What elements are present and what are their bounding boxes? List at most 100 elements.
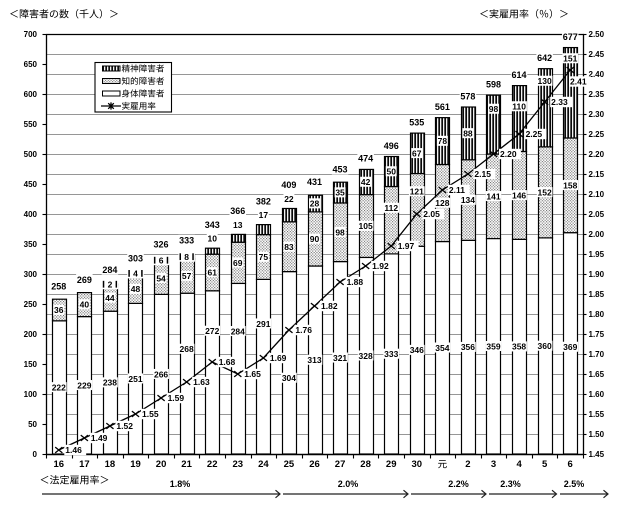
- svg-text:17: 17: [259, 210, 269, 220]
- svg-text:1.65: 1.65: [589, 370, 605, 379]
- svg-text:25: 25: [284, 459, 295, 470]
- svg-text:2.35: 2.35: [589, 90, 605, 99]
- svg-text:2.25: 2.25: [526, 129, 543, 139]
- svg-text:151: 151: [563, 54, 577, 64]
- svg-text:3: 3: [491, 459, 496, 470]
- svg-text:2.11: 2.11: [449, 185, 465, 195]
- svg-text:28: 28: [310, 199, 320, 209]
- svg-text:1.76: 1.76: [295, 325, 312, 335]
- svg-text:24: 24: [258, 459, 269, 470]
- svg-text:1.50: 1.50: [589, 430, 605, 439]
- svg-text:500: 500: [24, 150, 38, 159]
- svg-text:1.95: 1.95: [589, 250, 605, 259]
- svg-text:121: 121: [410, 187, 424, 197]
- svg-text:44: 44: [105, 293, 115, 303]
- svg-text:358: 358: [512, 342, 526, 352]
- svg-text:150: 150: [24, 360, 38, 369]
- svg-text:496: 496: [384, 141, 399, 151]
- svg-text:677: 677: [563, 32, 578, 42]
- svg-text:67: 67: [412, 148, 422, 158]
- svg-text:19: 19: [130, 459, 141, 470]
- svg-text:42: 42: [361, 177, 371, 187]
- svg-text:346: 346: [410, 345, 424, 355]
- svg-text:90: 90: [310, 234, 320, 244]
- svg-text:304: 304: [282, 373, 296, 383]
- svg-text:27: 27: [335, 459, 346, 470]
- svg-text:343: 343: [205, 220, 220, 230]
- svg-text:2.30: 2.30: [589, 110, 605, 119]
- svg-text:359: 359: [486, 341, 500, 351]
- svg-text:5: 5: [542, 459, 548, 470]
- svg-text:29: 29: [386, 459, 397, 470]
- svg-text:36: 36: [54, 305, 64, 315]
- svg-text:258: 258: [51, 281, 66, 291]
- svg-text:146: 146: [512, 190, 526, 200]
- svg-text:21: 21: [181, 459, 192, 470]
- svg-text:2.33: 2.33: [551, 97, 568, 107]
- svg-text:8: 8: [184, 252, 189, 262]
- svg-text:1.82: 1.82: [321, 301, 338, 311]
- svg-text:578: 578: [460, 91, 475, 101]
- svg-text:48: 48: [131, 284, 141, 294]
- svg-text:83: 83: [284, 242, 294, 252]
- svg-text:431: 431: [307, 177, 322, 187]
- svg-text:4: 4: [516, 459, 522, 470]
- svg-text:61: 61: [207, 268, 217, 278]
- svg-text:57: 57: [182, 271, 192, 281]
- svg-text:152: 152: [538, 187, 552, 197]
- svg-text:130: 130: [538, 76, 552, 86]
- svg-text:1.55: 1.55: [142, 409, 159, 419]
- svg-text:2.40: 2.40: [589, 70, 605, 79]
- svg-text:0: 0: [33, 450, 38, 459]
- svg-text:17: 17: [79, 459, 90, 470]
- svg-text:400: 400: [24, 210, 38, 219]
- svg-text:22: 22: [207, 459, 218, 470]
- svg-text:2.3%: 2.3%: [500, 479, 521, 489]
- svg-text:1.8%: 1.8%: [170, 479, 191, 489]
- svg-text:291: 291: [256, 319, 270, 329]
- svg-text:2.0%: 2.0%: [338, 479, 359, 489]
- svg-text:326: 326: [154, 240, 169, 250]
- svg-text:128: 128: [435, 198, 449, 208]
- svg-text:1.70: 1.70: [589, 350, 605, 359]
- svg-text:356: 356: [461, 342, 475, 352]
- svg-text:450: 450: [24, 180, 38, 189]
- svg-text:16: 16: [54, 459, 65, 470]
- svg-text:23: 23: [233, 459, 244, 470]
- svg-text:360: 360: [538, 341, 552, 351]
- svg-text:409: 409: [281, 180, 296, 190]
- svg-text:2.05: 2.05: [423, 209, 440, 219]
- svg-text:1.97: 1.97: [398, 241, 415, 251]
- svg-text:1.63: 1.63: [193, 377, 210, 387]
- svg-text:40: 40: [80, 300, 90, 310]
- svg-text:650: 650: [24, 60, 38, 69]
- svg-text:69: 69: [233, 258, 243, 268]
- svg-text:1.65: 1.65: [244, 369, 261, 379]
- svg-text:98: 98: [335, 227, 345, 237]
- svg-text:550: 550: [24, 120, 38, 129]
- svg-text:598: 598: [486, 79, 501, 89]
- svg-text:1.80: 1.80: [589, 310, 605, 319]
- svg-text:284: 284: [102, 265, 117, 275]
- svg-text:200: 200: [24, 330, 38, 339]
- svg-text:1.88: 1.88: [347, 277, 364, 287]
- svg-text:20: 20: [156, 459, 167, 470]
- svg-text:1.46: 1.46: [65, 445, 82, 455]
- svg-text:2.20: 2.20: [589, 150, 605, 159]
- svg-text:222: 222: [52, 382, 66, 392]
- svg-text:229: 229: [77, 380, 91, 390]
- svg-text:2.2%: 2.2%: [448, 479, 469, 489]
- svg-text:75: 75: [259, 252, 269, 262]
- svg-text:2.15: 2.15: [589, 170, 605, 179]
- svg-text:1.69: 1.69: [270, 353, 287, 363]
- svg-text:22: 22: [284, 194, 294, 204]
- svg-text:18: 18: [105, 459, 116, 470]
- svg-text:88: 88: [463, 128, 473, 138]
- svg-text:2.5%: 2.5%: [564, 479, 585, 489]
- svg-text:35: 35: [335, 188, 345, 198]
- svg-text:284: 284: [231, 326, 245, 336]
- svg-text:313: 313: [307, 355, 321, 365]
- svg-text:141: 141: [486, 191, 500, 201]
- svg-text:382: 382: [256, 196, 271, 206]
- svg-text:238: 238: [103, 378, 117, 388]
